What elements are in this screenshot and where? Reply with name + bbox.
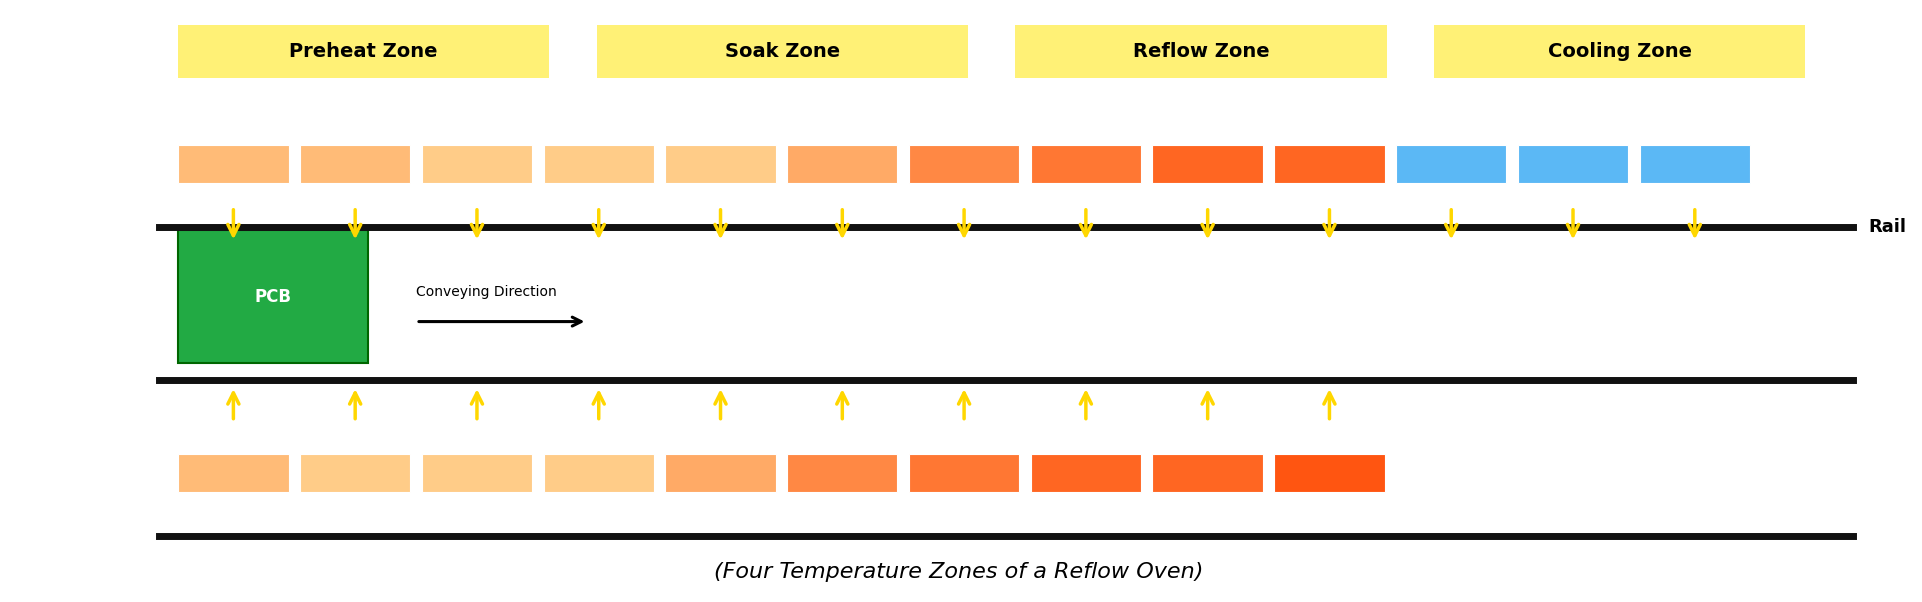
- Text: Soak Zone: Soak Zone: [725, 42, 840, 61]
- FancyBboxPatch shape: [598, 25, 969, 78]
- FancyBboxPatch shape: [179, 231, 369, 363]
- FancyBboxPatch shape: [544, 454, 653, 492]
- FancyBboxPatch shape: [1274, 454, 1384, 492]
- FancyBboxPatch shape: [300, 145, 411, 184]
- FancyBboxPatch shape: [179, 145, 288, 184]
- Text: Rail: Rail: [1868, 219, 1907, 237]
- FancyBboxPatch shape: [421, 145, 532, 184]
- FancyBboxPatch shape: [1030, 145, 1142, 184]
- FancyBboxPatch shape: [1153, 145, 1263, 184]
- FancyBboxPatch shape: [1434, 25, 1805, 78]
- Text: PCB: PCB: [256, 288, 292, 306]
- FancyBboxPatch shape: [909, 145, 1019, 184]
- FancyBboxPatch shape: [1015, 25, 1386, 78]
- FancyBboxPatch shape: [1518, 145, 1628, 184]
- Text: Cooling Zone: Cooling Zone: [1547, 42, 1691, 61]
- FancyBboxPatch shape: [665, 454, 776, 492]
- FancyBboxPatch shape: [179, 25, 550, 78]
- Text: Conveying Direction: Conveying Direction: [415, 285, 557, 299]
- FancyBboxPatch shape: [300, 454, 411, 492]
- Text: Preheat Zone: Preheat Zone: [290, 42, 438, 61]
- FancyBboxPatch shape: [1274, 145, 1384, 184]
- FancyBboxPatch shape: [544, 145, 653, 184]
- FancyBboxPatch shape: [1395, 145, 1507, 184]
- FancyBboxPatch shape: [665, 145, 776, 184]
- Text: (Four Temperature Zones of a Reflow Oven): (Four Temperature Zones of a Reflow Oven…: [713, 562, 1203, 582]
- FancyBboxPatch shape: [1639, 145, 1751, 184]
- FancyBboxPatch shape: [1030, 454, 1142, 492]
- FancyBboxPatch shape: [788, 454, 898, 492]
- Text: Reflow Zone: Reflow Zone: [1132, 42, 1269, 61]
- FancyBboxPatch shape: [421, 454, 532, 492]
- FancyBboxPatch shape: [179, 454, 288, 492]
- FancyBboxPatch shape: [788, 145, 898, 184]
- FancyBboxPatch shape: [1153, 454, 1263, 492]
- FancyBboxPatch shape: [909, 454, 1019, 492]
